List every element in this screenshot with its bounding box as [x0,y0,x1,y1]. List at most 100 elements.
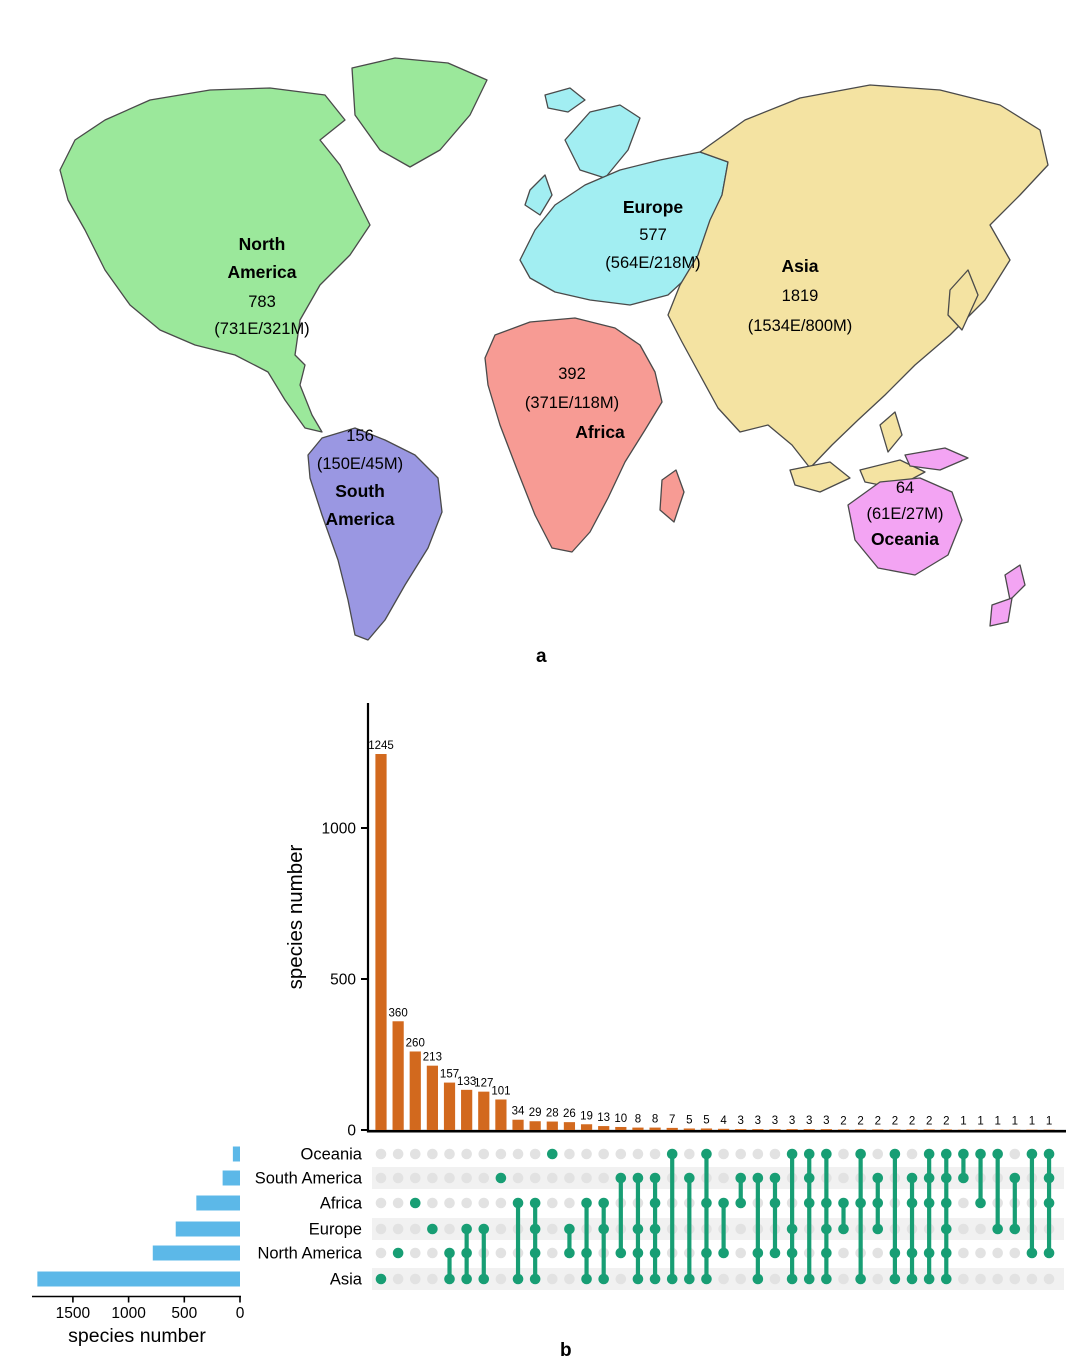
matrix-dot-inactive [529,1172,541,1184]
matrix-dot-active [786,1247,798,1259]
matrix-dot-active [684,1172,695,1184]
matrix-dot-inactive [1026,1273,1038,1285]
british-isles [524,174,553,216]
matrix-dot-active [923,1197,935,1209]
intersection-bar-label: 1 [1046,1116,1052,1128]
matrix-dot-inactive [375,1247,387,1259]
intersection-bar [375,754,387,1130]
matrix-dot-active [940,1247,952,1259]
matrix-dot-active [872,1172,884,1184]
matrix-dot-inactive [547,1172,558,1184]
matrix-dot-active [821,1197,832,1209]
intersection-bar [940,1129,952,1130]
intersection-bar [906,1129,918,1130]
matrix-dot-inactive [598,1148,609,1160]
intersection-yaxis-tick-label: 500 [330,972,356,989]
matrix-dot-inactive [564,1172,575,1184]
matrix-dot-active [735,1197,747,1209]
set-label: North America [257,1245,362,1263]
matrix-dot-inactive [547,1247,558,1259]
set-size-bar [37,1271,240,1287]
intersection-bar-label: 1 [977,1116,983,1128]
matrix-dot-inactive [495,1273,507,1285]
matrix-dot-inactive [632,1148,644,1160]
matrix-dot-inactive [752,1148,764,1160]
intersection-bar [889,1129,901,1130]
matrix-dot-inactive [581,1172,592,1184]
label-north-america-detail: (731E/321M) [214,320,309,338]
matrix-stripe [372,1268,1064,1290]
matrix-dot-inactive [975,1223,986,1235]
intersection-bar-label: 3 [755,1115,761,1127]
intersection-bar-label: 5 [703,1114,709,1126]
matrix-dot-active [529,1197,541,1209]
intersection-yaxis-tick-label: 1000 [322,821,357,838]
matrix-dot-active [547,1148,558,1160]
matrix-dot-inactive [615,1273,627,1285]
intersection-bar-label: 4 [720,1115,727,1127]
set-size-bar [175,1221,240,1237]
set-size-bar [222,1170,240,1186]
matrix-dot-active [872,1223,884,1235]
matrix-dot-active [821,1273,832,1285]
label-africa-detail: (371E/118M) [525,394,619,412]
matrix-dot-active [478,1273,490,1285]
label-north-america-name-1: North [239,234,286,254]
matrix-dot-active [786,1273,798,1285]
intersection-bar-label: 101 [491,1085,510,1097]
label-africa-total: 392 [558,365,586,383]
label-africa-name: Africa [575,422,625,442]
matrix-dot-active [821,1223,832,1235]
matrix-dot-inactive [992,1273,1003,1285]
set-size-bar [152,1245,240,1261]
matrix-dot-active [666,1148,678,1160]
label-asia-name: Asia [782,256,819,276]
matrix-dot-active [1043,1148,1055,1160]
continent-oceania [847,477,963,576]
matrix-dot-inactive [958,1273,969,1285]
matrix-dot-inactive [512,1172,524,1184]
intersection-bar [529,1121,541,1130]
intersection-bar-label: 3 [772,1115,778,1127]
intersection-bar [718,1128,730,1130]
matrix-dot-active [769,1197,781,1209]
matrix-dot-active [906,1172,918,1184]
matrix-dot-active [701,1197,712,1209]
matrix-dot-active [598,1273,609,1285]
set-axis-tick-label: 1500 [56,1305,91,1322]
matrix-dot-inactive [735,1148,747,1160]
intersection-bar [478,1091,490,1130]
intersection-bar [409,1051,421,1130]
intersection-bar-label: 3 [823,1115,829,1127]
matrix-stripe [372,1218,1064,1240]
matrix-dot-inactive [495,1197,507,1209]
matrix-dot-active [889,1247,901,1259]
matrix-dot-active [701,1273,712,1285]
intersection-bar-label: 10 [614,1113,627,1125]
matrix-dot-active [975,1197,986,1209]
intersection-bar [786,1129,798,1130]
matrix-dot-inactive [409,1148,421,1160]
matrix-dot-active [375,1273,387,1285]
matrix-dot-active [906,1247,918,1259]
matrix-dot-active [495,1172,507,1184]
matrix-dot-active [718,1247,729,1259]
matrix-dot-active [1043,1247,1055,1259]
intersection-bar [820,1129,832,1130]
matrix-dot-inactive [478,1148,490,1160]
matrix-dot-active [821,1148,832,1160]
intersection-bar-label: 5 [686,1114,692,1126]
intersection-bar [495,1099,507,1130]
map-labels: North America 783 (731E/321M) Europe 577… [214,197,943,549]
philippines [879,411,903,453]
matrix-dot-active [752,1247,764,1259]
matrix-dot-active [512,1273,524,1285]
intersection-bar [769,1129,781,1130]
matrix-dot-inactive [409,1223,421,1235]
matrix-dot-inactive [1043,1273,1055,1285]
matrix-dot-inactive [958,1247,969,1259]
matrix-dot-inactive [769,1148,781,1160]
matrix-dot-inactive [444,1148,455,1160]
intersection-bar-label: 360 [389,1007,408,1019]
